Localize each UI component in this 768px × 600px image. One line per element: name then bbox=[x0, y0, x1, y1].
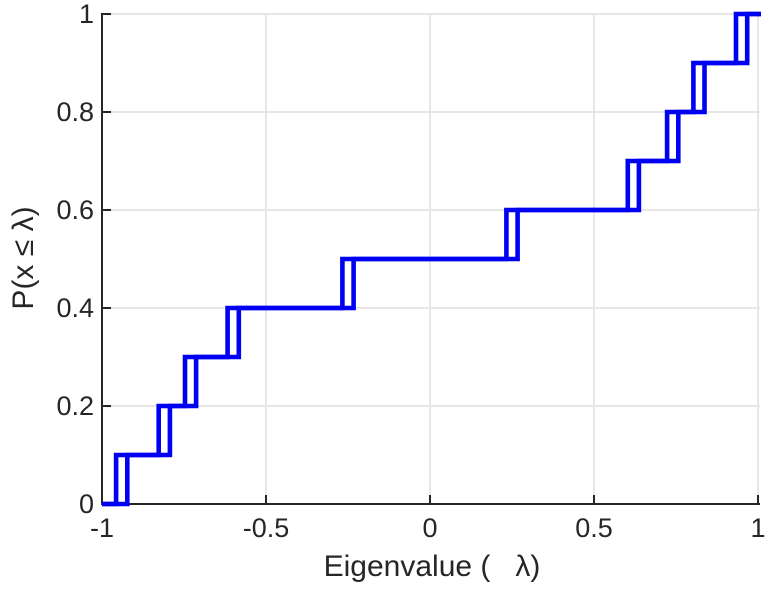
x-tick-label: -0.5 bbox=[242, 513, 290, 543]
x-tick-label: 1 bbox=[750, 513, 766, 543]
y-tick-label: 0.8 bbox=[56, 97, 94, 127]
y-tick-label: 1 bbox=[78, 0, 94, 29]
ecdf-curve bbox=[102, 11, 761, 507]
y-tick-label: 0.2 bbox=[56, 391, 94, 421]
y-tick-label: 0 bbox=[78, 489, 94, 519]
x-tick-label: 0.5 bbox=[575, 513, 613, 543]
x-axis-label: Eigenvalue ( λ) bbox=[323, 550, 541, 583]
x-tick-label: -1 bbox=[89, 513, 115, 543]
x-tick-label: 0 bbox=[422, 513, 438, 543]
y-tick-label: 0.4 bbox=[56, 293, 94, 323]
y-tick-label: 0.6 bbox=[56, 195, 94, 225]
